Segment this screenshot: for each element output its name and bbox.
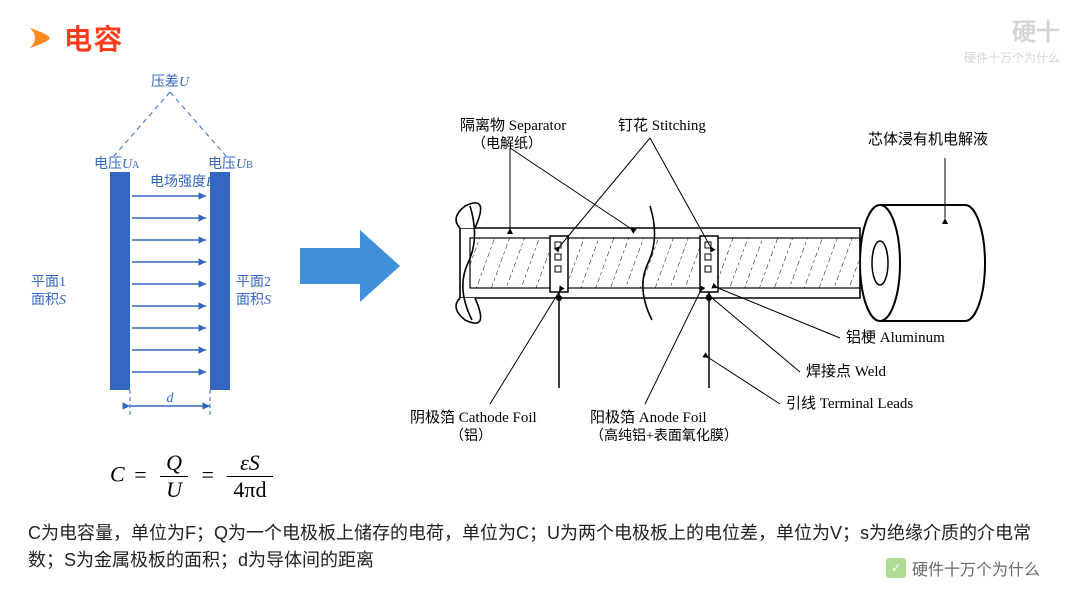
foil-stack: [456, 203, 860, 323]
tab-left: [550, 236, 568, 388]
label-top-sym: U: [179, 75, 190, 90]
svg-text:d: d: [167, 391, 175, 406]
anode-sub: （高纯铝+表面氧化膜）: [590, 427, 738, 444]
svg-text:电场强度E: 电场强度E: [150, 174, 215, 190]
cylinder-roll: [860, 205, 985, 321]
svg-text:平面1: 平面1: [31, 275, 66, 290]
anode-label: 阳极箔 Anode Foil: [590, 409, 707, 426]
wechat-icon: ✓: [886, 558, 906, 578]
svg-text:面积S: 面积S: [31, 292, 66, 308]
label-top: 压差: [151, 74, 179, 90]
stitching-label: 钉花 Stitching: [618, 117, 706, 134]
brand-sub: 硬件十万个为什么: [964, 49, 1060, 66]
svg-text:压差U: 压差U: [151, 74, 190, 90]
leads-label: 引线 Terminal Leads: [786, 395, 913, 412]
separator-sub: （电解纸）: [472, 136, 542, 152]
diagrams-area: 压差U 电压UA 电压UB 电场强度E 平面1 面积S 平面2 面积S: [0, 68, 1080, 488]
brand-main: 硬十: [964, 12, 1060, 47]
electrolyte-label: 芯体浸有机电解液: [868, 131, 988, 148]
transition-arrow: [300, 230, 400, 302]
cathode-sub: （铝）: [450, 428, 492, 444]
separator-label: 隔离物 Separator: [460, 117, 566, 134]
aluminum-label: 铝梗 Aluminum: [846, 329, 945, 346]
svg-text:平面2: 平面2: [236, 275, 271, 290]
page-title: 电容: [64, 18, 124, 58]
svg-text:面积S: 面积S: [236, 292, 271, 308]
formula: C = QU = εS4πd: [110, 450, 277, 503]
cathode-label: 阴极箔 Cathode Foil: [410, 409, 537, 426]
watermark-text: 硬件十万个为什么: [912, 556, 1040, 580]
header-bar: 电容: [26, 18, 124, 58]
diagrams-svg: 压差U 电压UA 电压UB 电场强度E 平面1 面积S 平面2 面积S: [0, 68, 1080, 488]
bullet-icon: [26, 24, 54, 52]
brand-block: 硬十 硬件十万个为什么: [964, 12, 1060, 66]
watermark: ✓ 硬件十万个为什么: [886, 556, 1040, 580]
left-diagram: 压差U 电压UA 电压UB 电场强度E 平面1 面积S 平面2 面积S: [31, 74, 271, 418]
svg-text:电压UA: 电压UA: [94, 156, 140, 172]
svg-text:电压UB: 电压UB: [208, 156, 253, 172]
tab-right: [700, 236, 718, 388]
right-diagram: 隔离物 Separator （电解纸） 钉花 Stitching 芯体浸有机电解…: [410, 117, 988, 444]
weld-label: 焊接点 Weld: [806, 363, 887, 380]
